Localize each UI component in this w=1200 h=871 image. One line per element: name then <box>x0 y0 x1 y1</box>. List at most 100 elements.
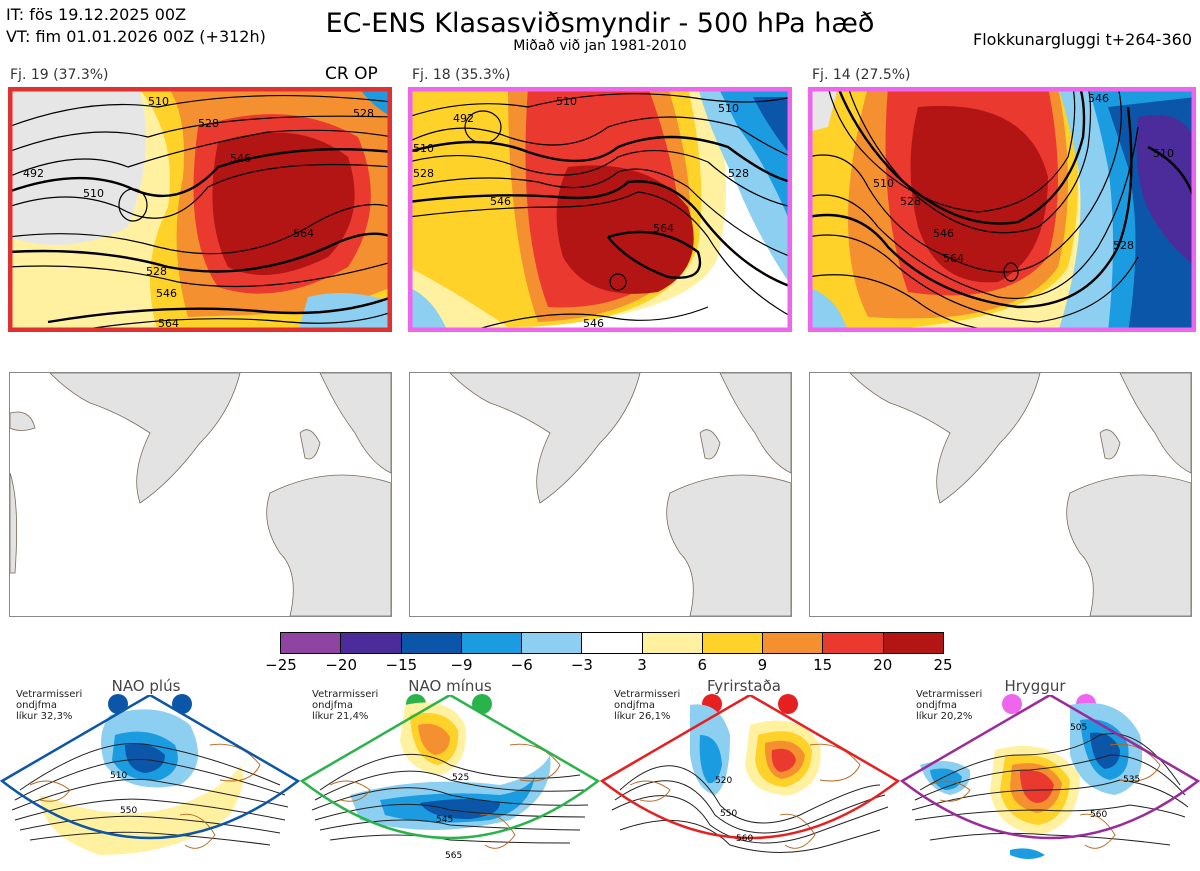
colorbar-tick-label: −6 <box>510 656 533 674</box>
contour-label: 528 <box>900 195 921 208</box>
empty-map-3 <box>809 372 1192 617</box>
contour-label: 560 <box>1090 810 1107 820</box>
regime-map-hryggur: 505 535 560 <box>900 695 1200 871</box>
note-line: ondjfma <box>16 700 57 711</box>
contour-label: 510 <box>413 142 434 155</box>
contour-label: 525 <box>452 773 469 783</box>
empty-map-2 <box>409 372 792 617</box>
contour-label: 492 <box>453 112 474 125</box>
cluster-label-1: Fj. 19 (37.3%) <box>10 67 109 83</box>
contour-label: 492 <box>23 167 44 180</box>
note-line: ondjfma <box>312 700 353 711</box>
classification-window: Flokkunargluggi t+264-360 <box>973 30 1192 49</box>
contour-label: 564 <box>653 222 674 235</box>
note-line: Vetrarmisseri <box>16 689 83 700</box>
init-time: IT: fös 19.12.2025 00Z <box>6 5 187 24</box>
contour-label: 564 <box>293 227 314 240</box>
contour-label: 528 <box>146 265 167 278</box>
note-line: Vetrarmisseri <box>614 689 681 700</box>
colorbar-tick-label: 15 <box>813 656 833 674</box>
cluster-map-2: 510 492 510 528 546 564 546 510 528 <box>408 87 792 332</box>
regime-note-3: Vetrarmisseri ondjfma líkur 26,1% <box>614 689 680 722</box>
cluster-map-3: 510 528 546 564 510 528 546 <box>808 87 1196 332</box>
page-title: EC-ENS Klasasviðsmyndir - 500 hPa hæð <box>325 8 875 39</box>
colorbar-tick-label: −25 <box>265 656 297 674</box>
colorbar-tick-label: 25 <box>933 656 953 674</box>
contour-label: 510 <box>110 771 127 781</box>
regime-dot <box>472 694 492 714</box>
colorbar-tick-label: 9 <box>757 656 768 674</box>
cluster-map-1: 510 528 546 564 492 510 528 546 564 528 <box>8 87 392 332</box>
contour-label: 546 <box>230 152 251 165</box>
contour-label: 550 <box>720 809 737 819</box>
regime-title-hryggur: Hryggur <box>1004 677 1066 695</box>
regime-title-fyrirstada: Fyrirstaða <box>707 677 781 695</box>
colorbar-swatch <box>823 633 884 653</box>
contour-label: 546 <box>1088 92 1109 105</box>
contour-label: 546 <box>156 287 177 300</box>
colorbar-swatch <box>702 633 764 653</box>
colorbar-swatch <box>582 633 643 653</box>
note-line: ondjfma <box>916 700 957 711</box>
colorbar-tick-label: 3 <box>637 656 647 674</box>
empty-map-1 <box>9 372 392 617</box>
contour-label: 546 <box>583 317 604 330</box>
colorbar-tick-label: −15 <box>385 656 418 674</box>
regime-map-fyrirstada: 520 550 560 <box>600 695 900 871</box>
regime-dot <box>108 694 128 714</box>
cr-op-label: CR OP <box>325 64 378 84</box>
contour-label: 510 <box>556 95 577 108</box>
contour-label: 528 <box>198 117 219 130</box>
regime-map-nao-minus: 525 545 565 <box>300 695 600 871</box>
colorbar-swatch <box>341 633 402 653</box>
contour-label: 565 <box>445 851 462 861</box>
note-line: líkur 26,1% <box>614 711 671 722</box>
regime-note-2: Vetrarmisseri ondjfma líkur 21,4% <box>312 689 378 722</box>
contour-label: 535 <box>1123 775 1140 785</box>
regime-title-nao-plus: NAO plús <box>111 677 181 695</box>
contour-label: 510 <box>873 177 894 190</box>
contour-label: 510 <box>718 102 739 115</box>
regime-dot <box>778 694 798 714</box>
regime-note-4: Vetrarmisseri ondjfma líkur 20,2% <box>916 689 982 722</box>
colorbar-tick-label: −20 <box>325 656 357 674</box>
colorbar-swatch <box>281 633 342 653</box>
contour-label: 528 <box>1113 239 1134 252</box>
colorbar-tick-label: −3 <box>570 656 593 674</box>
contour-label: 520 <box>715 776 732 786</box>
header-times: IT: fös 19.12.2025 00Z VT: fim 01.01.202… <box>6 4 266 48</box>
cluster-label-2: Fj. 18 (35.3%) <box>412 67 511 83</box>
colorbar-tick-label: −9 <box>450 656 473 674</box>
contour-label: 510 <box>1153 147 1174 160</box>
contour-label: 510 <box>148 95 169 108</box>
valid-time: VT: fim 01.01.2026 00Z (+312h) <box>6 27 266 46</box>
colorbar-swatch <box>642 633 703 653</box>
colorbar-swatch <box>401 633 462 653</box>
colorbar-swatch <box>461 633 523 653</box>
contour-label: 528 <box>728 167 749 180</box>
contour-label: 528 <box>353 107 374 120</box>
note-line: líkur 21,4% <box>312 711 369 722</box>
note-line: Vetrarmisseri <box>916 689 983 700</box>
regime-dot <box>1002 694 1022 714</box>
contour-label: 528 <box>413 167 434 180</box>
colorbar-tick-label: 6 <box>697 656 708 674</box>
page-subtitle: Miðað við jan 1981-2010 <box>513 38 687 54</box>
contour-label: 564 <box>943 252 964 265</box>
note-line: ondjfma <box>614 700 655 711</box>
contour-label: 505 <box>1070 723 1087 733</box>
contour-label: 550 <box>120 806 137 816</box>
contour-label: 546 <box>490 195 511 208</box>
regime-note-1: Vetrarmisseri ondjfma líkur 32,3% <box>16 689 82 722</box>
colorbar-swatch <box>763 633 824 653</box>
colorbar-swatch <box>883 633 943 653</box>
contour-label: 546 <box>933 227 954 240</box>
colorbar-tick-label: 20 <box>873 656 893 674</box>
contour-label: 510 <box>83 187 104 200</box>
note-line: líkur 32,3% <box>16 711 73 722</box>
contour-label: 545 <box>436 815 453 825</box>
regime-map-nao-plus: 510 550 <box>0 695 300 871</box>
cluster-label-3: Fj. 14 (27.5%) <box>812 67 911 83</box>
note-line: Vetrarmisseri <box>312 689 379 700</box>
note-line: líkur 20,2% <box>916 711 973 722</box>
